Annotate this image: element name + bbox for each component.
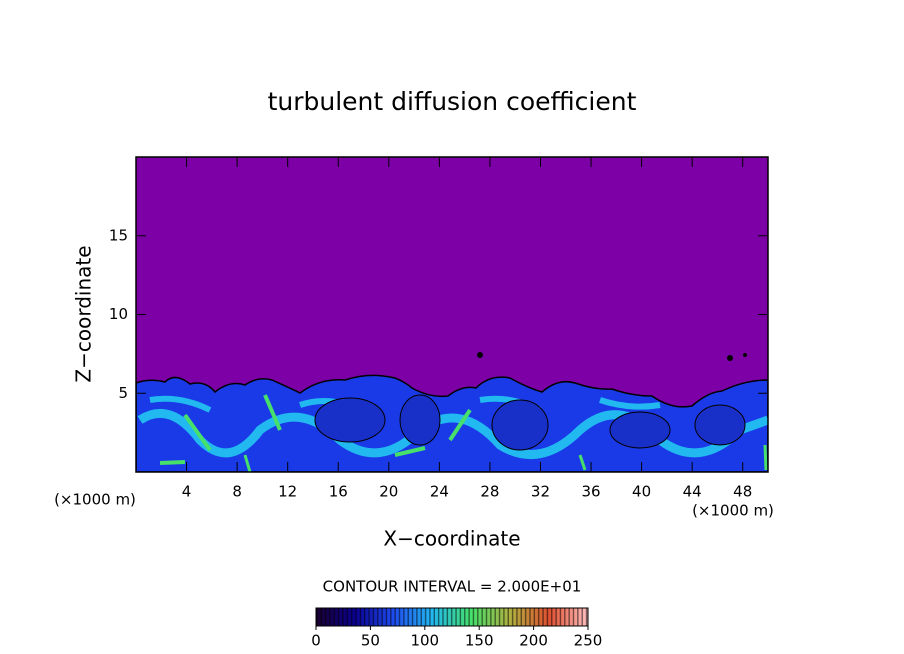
y-tick-label: 15	[109, 226, 128, 244]
x-tick-label: 48	[733, 483, 752, 501]
y-unit: (×1000 m)	[54, 491, 136, 509]
colorbar-tick-label: 100	[410, 632, 439, 650]
colorbar-tick-label: 150	[465, 632, 494, 650]
x-tick-label: 40	[632, 483, 651, 501]
x-tick-label: 36	[581, 483, 600, 501]
y-axis-label: Z−coordinate	[72, 245, 96, 382]
x-tick-label: 16	[329, 483, 348, 501]
x-tick-label: 32	[531, 483, 550, 501]
colorbar-tick-label: 200	[519, 632, 548, 650]
x-tick-label: 20	[379, 483, 398, 501]
x-tick-label: 8	[232, 483, 242, 501]
x-tick-label: 28	[480, 483, 499, 501]
y-tick-label: 5	[118, 384, 128, 402]
x-tick-label: 24	[430, 483, 449, 501]
colorbar-tick-label: 250	[574, 632, 603, 650]
turbulent-layer	[136, 352, 768, 472]
colorbar-tick-label: 0	[311, 632, 321, 650]
y-tick-label: 10	[109, 305, 128, 323]
x-unit: (×1000 m)	[692, 502, 774, 520]
chart-title: turbulent diffusion coefficient	[268, 87, 637, 116]
x-tick-label: 4	[182, 483, 192, 501]
x-tick-label: 44	[683, 483, 702, 501]
colorbar-tick-label: 50	[361, 632, 380, 650]
x-tick-label: 12	[278, 483, 297, 501]
colorbar-stripes	[315, 607, 589, 627]
x-axis-label: X−coordinate	[383, 527, 520, 551]
colorbar-title: CONTOUR INTERVAL = 2.000E+01	[323, 578, 582, 596]
